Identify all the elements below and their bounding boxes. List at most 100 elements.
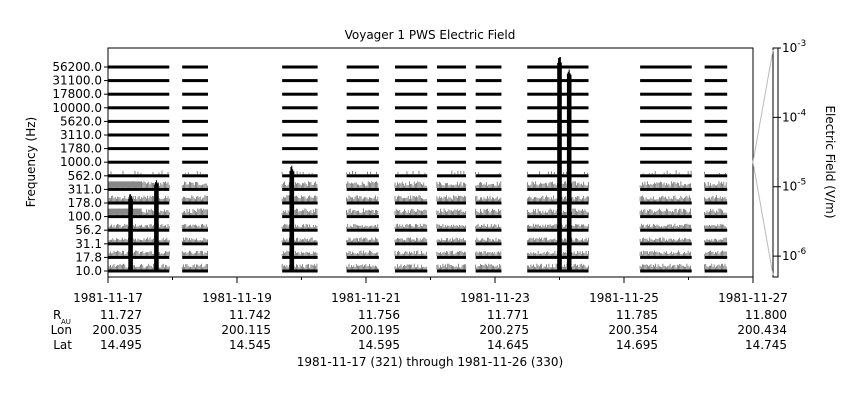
data-texture [639, 208, 691, 216]
data-band [640, 147, 692, 151]
data-band [640, 160, 692, 164]
data-band [282, 119, 318, 123]
data-band [182, 65, 208, 69]
data-texture [107, 263, 170, 270]
data-band [346, 201, 379, 205]
data-texture [639, 263, 691, 270]
r-au-value: 11.785 [616, 308, 658, 322]
data-texture [704, 181, 727, 188]
y-tick-label: 1780.0 [60, 142, 102, 156]
data-band [108, 106, 170, 110]
data-band [108, 65, 170, 69]
colorbar-connector [752, 161, 774, 276]
data-texture [475, 195, 502, 202]
data-band [108, 174, 170, 178]
data-band [182, 160, 208, 164]
data-texture [346, 223, 379, 229]
data-texture [394, 250, 427, 256]
data-texture [475, 223, 502, 229]
data-band [436, 228, 466, 232]
y-tick-label: 17800.0 [52, 87, 102, 101]
x-tick-label: 1981-11-23 [460, 291, 530, 305]
data-band [436, 65, 466, 69]
data-band [475, 92, 502, 96]
data-band [704, 174, 728, 178]
data-band [704, 160, 728, 164]
data-texture [184, 171, 201, 175]
data-band [640, 133, 692, 137]
lat-value: 14.745 [745, 338, 787, 352]
date-range-footer: 1981-11-17 (321) through 1981-11-26 (330… [297, 355, 563, 369]
data-band [395, 106, 428, 110]
data-texture [704, 224, 727, 229]
data-texture [704, 195, 727, 202]
data-band [108, 201, 170, 205]
data-band [282, 106, 318, 110]
data-band [282, 65, 318, 69]
data-band [640, 65, 692, 69]
y-tick-label: 17.8 [75, 250, 102, 264]
data-band [346, 133, 379, 137]
r-au-value: 11.727 [100, 308, 142, 322]
data-texture [281, 224, 318, 229]
data-texture [704, 237, 727, 243]
colorbar-tick-label: 10-3 [782, 39, 806, 55]
data-band [704, 119, 728, 123]
data-texture [181, 208, 208, 216]
data-texture [639, 250, 691, 256]
data-texture [181, 263, 208, 270]
channel-562.0 [108, 170, 728, 178]
data-band [395, 269, 428, 273]
y-tick-label: 3110.0 [60, 128, 102, 142]
data-band [436, 133, 466, 137]
x-tick-label: 1981-11-19 [202, 291, 272, 305]
data-band [395, 228, 428, 232]
data-band [282, 79, 318, 83]
data-band [475, 147, 502, 151]
colorbar-box [772, 47, 779, 278]
y-tick-label: 56.2 [75, 223, 102, 237]
data-band [395, 147, 428, 151]
data-band [436, 160, 466, 164]
data-band [640, 106, 692, 110]
data-texture [639, 223, 691, 229]
data-texture [704, 250, 727, 256]
data-band [108, 187, 170, 191]
row-label-lon: Lon [51, 323, 72, 337]
data-band [346, 228, 379, 232]
data-band [108, 119, 170, 123]
data-band [704, 79, 728, 83]
data-band [182, 174, 208, 178]
lon-value: 200.035 [92, 323, 142, 337]
data-texture [475, 208, 502, 216]
data-band [282, 160, 318, 164]
data-band [475, 79, 502, 83]
row-label-r-sub: AU [61, 318, 71, 326]
data-band [436, 242, 466, 246]
r-au-value: 11.771 [487, 308, 529, 322]
data-texture [394, 223, 427, 229]
data-band [182, 133, 208, 137]
data-band [395, 65, 428, 69]
data-band [640, 228, 692, 232]
data-texture [181, 250, 208, 256]
data-band [182, 255, 208, 259]
data-fill [108, 208, 142, 215]
data-band [182, 242, 208, 246]
colorbar-tick-label: 10-6 [782, 247, 807, 263]
lat-value: 14.695 [616, 338, 658, 352]
data-texture [107, 195, 170, 202]
data-band [346, 160, 379, 164]
y-axis-label: Frequency (Hz) [24, 117, 38, 208]
event-burst [557, 57, 562, 271]
r-au-value: 11.756 [358, 308, 400, 322]
data-texture [394, 263, 427, 270]
data-texture [107, 223, 170, 229]
x-tick-label: 1981-11-17 [73, 291, 143, 305]
data-texture [436, 195, 467, 202]
data-texture [110, 170, 169, 175]
data-texture [394, 181, 427, 188]
lon-value: 200.354 [608, 323, 658, 337]
data-band [640, 201, 692, 205]
data-texture [394, 208, 427, 216]
